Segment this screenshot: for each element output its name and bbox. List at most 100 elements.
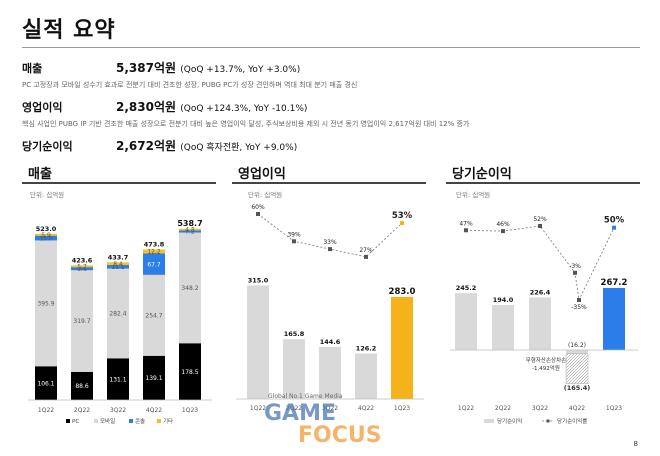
summary-change: (QoQ 흑자전환, YoY +9.0%) — [180, 143, 298, 153]
x-tick-label: 1Q23 — [182, 407, 198, 414]
bar-segment — [107, 358, 129, 400]
x-tick-label: 3Q22 — [110, 407, 126, 414]
bar-value-label: (16.2) — [568, 342, 586, 349]
bar — [283, 339, 305, 399]
segment-label: 395.9 — [37, 301, 54, 308]
summary-label-op: 영업이익 — [22, 101, 63, 114]
summary-value-revenue: 5,387억원 (QoQ +13.7%, YoY +3.0%) — [116, 59, 300, 76]
segment-label: 4.8 — [185, 227, 195, 234]
segment-label: 5.9 — [41, 232, 51, 239]
x-tick-label: 3Q22 — [322, 405, 338, 412]
legend-label: 모바일 — [100, 417, 115, 425]
margin-point — [464, 228, 468, 233]
bar-segment — [143, 253, 165, 275]
watermark-word1: GAME — [264, 401, 336, 426]
panel-rule-op — [232, 182, 426, 184]
segment-label: 8.4 — [113, 261, 123, 268]
legend-swatch-marker — [546, 419, 550, 423]
margin-label: 52% — [533, 216, 547, 223]
margin-point — [501, 229, 505, 234]
bar — [355, 353, 377, 399]
legend-label: 기타 — [163, 417, 173, 425]
operating-profit-chart: 315.0 1Q22 165.8 2Q22 144.6 3Q22 126.2 4Q22 283.… — [236, 204, 424, 412]
bar-segment — [35, 240, 57, 367]
legend-label: PC — [72, 419, 79, 425]
x-tick-label: 1Q22 — [458, 405, 474, 412]
segment-label: 131.1 — [109, 376, 126, 383]
bar-value-label: 126.2 — [356, 344, 377, 352]
margin-label: 50% — [604, 216, 625, 226]
bar — [455, 293, 477, 350]
bar-segment — [107, 262, 129, 266]
bar-segment — [71, 267, 93, 271]
margin-point — [573, 270, 577, 275]
x-tick-label: 2Q22 — [74, 407, 90, 414]
hatched-bar-label: (165.4) — [564, 384, 591, 392]
segment-label: 11.1 — [111, 264, 125, 271]
legend-swatch — [157, 419, 161, 423]
bar-segment — [179, 232, 201, 344]
page-number: 8 — [633, 440, 638, 448]
segment-label: 15.0 — [39, 235, 53, 242]
margin-label: 33% — [323, 239, 337, 246]
panel-rule-net — [446, 182, 640, 184]
bar-segment — [107, 265, 129, 269]
summary-amount: 5,387억원 — [116, 61, 177, 75]
hatched-bar — [565, 353, 589, 385]
x-tick-label: 1Q22 — [250, 405, 266, 412]
summary-desc-op: 핵심 사업인 PUBG IP 기반 견조한 매출 성장으로 전분기 대비 높은 … — [22, 120, 470, 128]
segment-label: 9.6 — [77, 266, 87, 273]
watermark-word2: FOCUS — [298, 423, 382, 446]
bar-segment — [179, 343, 201, 400]
segment-label: 5.7 — [77, 263, 87, 270]
x-tick-label: 4Q22 — [569, 405, 585, 412]
x-tick-label: 3Q22 — [532, 405, 548, 412]
segment-label: 106.1 — [37, 380, 54, 387]
segment-label: 254.7 — [145, 313, 162, 320]
segment-label: 12.2 — [147, 249, 161, 256]
panel-unit-revenue: 단위: 십억원 — [30, 191, 65, 199]
panel-rule-revenue — [22, 182, 216, 184]
summary-change: (QoQ +124.3%, YoY -10.1%) — [180, 104, 308, 114]
legend-swatch — [129, 419, 133, 423]
margin-label: 46% — [496, 221, 510, 228]
bar-segment — [35, 235, 57, 241]
x-tick-label: 1Q23 — [394, 405, 410, 412]
bar-segment — [71, 270, 93, 372]
summary-desc-revenue: PC 고정장과 모바일 성수기 효과로 전분기 대비 견조한 성장, PUBG … — [22, 81, 358, 89]
bar-segment — [143, 274, 165, 356]
x-tick-label: 2Q22 — [286, 405, 302, 412]
segment-label: 67.7 — [147, 261, 161, 268]
x-tick-label: 2Q22 — [495, 405, 511, 412]
watermark-logo: Global No.1 Game Media GAME FOCUS — [264, 393, 382, 446]
bar — [247, 285, 269, 399]
summary-value-op: 2,830억원 (QoQ +124.3%, YoY -10.1%) — [116, 98, 307, 115]
segment-label: 88.6 — [75, 383, 89, 390]
bar-value-label: 144.6 — [320, 338, 341, 346]
legend-label: 당기순이익 — [497, 417, 522, 425]
title-rule — [22, 47, 640, 48]
summary-amount: 2,672억원 — [116, 139, 177, 153]
total-label: 423.6 — [72, 256, 93, 264]
margin-label: -3% — [569, 263, 581, 270]
bar — [492, 304, 514, 350]
segment-label: 319.7 — [73, 318, 90, 325]
bar-segment — [143, 249, 165, 254]
legend-swatch-bar — [484, 419, 494, 423]
margin-point — [256, 212, 260, 216]
bar-segment — [107, 268, 129, 359]
segment-label: 348.2 — [181, 285, 198, 292]
bar-segment — [71, 371, 93, 400]
summary-change: (QoQ +13.7%, YoY +3.0%) — [180, 65, 301, 75]
segment-label: 282.4 — [109, 311, 126, 318]
margin-line — [465, 225, 615, 302]
summary-label-net: 당기순이익 — [22, 140, 73, 153]
margin-point — [538, 224, 542, 228]
segment-label: 139.1 — [145, 375, 162, 382]
legend-label: 콘솔 — [135, 417, 145, 425]
annotation-line1: 무형자산손상차손 — [526, 356, 566, 364]
margin-point — [612, 225, 616, 230]
margin-label: 27% — [359, 247, 373, 254]
total-label: 538.7 — [177, 219, 202, 228]
